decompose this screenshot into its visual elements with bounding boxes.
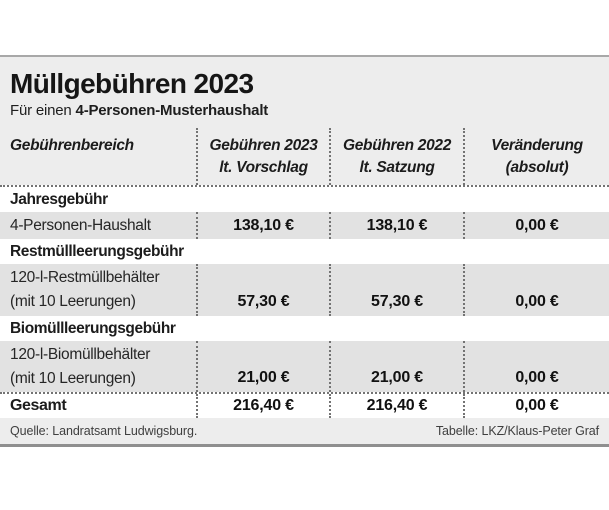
column-header-line2: (absolut) bbox=[505, 159, 569, 176]
row-label-line2: (mit 10 Leerungen) bbox=[10, 369, 136, 387]
value-change-cell: 0,00 € bbox=[463, 212, 609, 239]
section-row-jahresgebuehr: Jahresgebühr bbox=[0, 185, 609, 212]
section-row-biomuellleerungsgebuehr: Biomüllleerungsgebühr bbox=[0, 316, 609, 341]
data-row-biomuellbehaelter: 120-l-Biomüllbehälter (mit 10 Leerungen)… bbox=[0, 341, 609, 392]
row-label-line1: 120-l-Restmüllbehälter bbox=[10, 269, 160, 286]
section-label: Restmüllleerungsgebühr bbox=[0, 243, 196, 261]
data-row-restmuellbehaelter: 120-l-Restmüllbehälter (mit 10 Leerungen… bbox=[0, 264, 609, 316]
source-credit: Quelle: Landratsamt Ludwigsburg. bbox=[10, 424, 198, 438]
value-change: 0,00 € bbox=[515, 293, 559, 310]
value-2022: 138,10 € bbox=[366, 216, 428, 234]
value-2023-cell: 216,40 € bbox=[196, 394, 329, 418]
value-change: 0,00 € bbox=[515, 216, 559, 234]
value-2022-cell: 138,10 € bbox=[329, 212, 463, 239]
value-change: 0,00 € bbox=[515, 369, 559, 386]
value-2023-cell: 138,10 € bbox=[196, 212, 329, 239]
column-header-gebuehren-2022: Gebühren 2022 lt. Satzung bbox=[329, 128, 463, 185]
table-credit: Tabelle: LKZ/Klaus-Peter Graf bbox=[435, 424, 599, 438]
section-label: Jahresgebühr bbox=[0, 191, 196, 209]
total-value-2023: 216,40 € bbox=[233, 397, 294, 414]
column-header-line1: Gebühren 2023 bbox=[209, 137, 318, 154]
row-label: 120-l-Biomüllbehälter (mit 10 Leerungen) bbox=[0, 341, 196, 392]
column-header-line1: Gebühren 2022 bbox=[342, 137, 452, 154]
value-change-cell: 0,00 € bbox=[463, 264, 609, 316]
total-label-text: Gesamt bbox=[10, 397, 67, 414]
footer: Quelle: Landratsamt Ludwigsburg. Tabelle… bbox=[10, 424, 599, 438]
subtitle-prefix: Für einen bbox=[10, 102, 76, 119]
column-header-gebuehrenbereich: Gebührenbereich bbox=[0, 128, 196, 185]
section-label-text: Biomüllleerungsgebühr bbox=[10, 319, 176, 337]
value-change-cell: 0,00 € bbox=[463, 394, 609, 418]
value-2022: 21,00 € bbox=[371, 369, 423, 386]
row-label: 4-Personen-Haushalt bbox=[0, 212, 196, 239]
data-row-4-personen-haushalt: 4-Personen-Haushalt 138,10 € 138,10 € 0,… bbox=[0, 212, 609, 239]
total-row-gesamt: Gesamt 216,40 € 216,40 € 0,00 € bbox=[0, 392, 609, 418]
column-header-line1: Gebührenbereich bbox=[10, 137, 134, 154]
value-2022-cell: 57,30 € bbox=[329, 264, 463, 316]
row-label: 120-l-Restmüllbehälter (mit 10 Leerungen… bbox=[0, 264, 196, 316]
page-subtitle: Für einen 4-Personen-Musterhaushalt bbox=[10, 102, 268, 119]
table-header-row: Gebührenbereich Gebühren 2023 lt. Vorsch… bbox=[0, 128, 609, 185]
row-label-line1: 4-Personen-Haushalt bbox=[10, 216, 151, 234]
column-header-gebuehren-2023: Gebühren 2023 lt. Vorschlag bbox=[196, 128, 329, 185]
column-header-line1: Veränderung bbox=[491, 137, 583, 154]
fees-table: Gebührenbereich Gebühren 2023 lt. Vorsch… bbox=[0, 128, 609, 418]
value-2023: 21,00 € bbox=[237, 369, 290, 386]
value-2022: 57,30 € bbox=[371, 293, 423, 310]
value-2023-cell: 21,00 € bbox=[196, 341, 329, 392]
row-label-line1: 120-l-Biomüllbehälter bbox=[10, 345, 151, 363]
value-2023-cell: 57,30 € bbox=[196, 264, 329, 316]
total-value-change: 0,00 € bbox=[515, 397, 559, 414]
column-header-veraenderung: Veränderung (absolut) bbox=[463, 128, 609, 185]
subtitle-household: 4-Personen-Musterhaushalt bbox=[75, 102, 269, 119]
section-label-text: Restmüllleerungsgebühr bbox=[10, 242, 184, 260]
column-header-line2: lt. Satzung bbox=[359, 159, 435, 176]
value-2022-cell: 216,40 € bbox=[329, 394, 463, 418]
infographic-panel: Müllgebühren 2023 Für einen 4-Personen-M… bbox=[0, 55, 609, 447]
section-row-restmuellleerungsgebuehr: Restmüllleerungsgebühr bbox=[0, 239, 609, 264]
total-value-2022: 216,40 € bbox=[366, 397, 428, 414]
column-header-line2: lt. Vorschlag bbox=[219, 159, 308, 176]
value-2022-cell: 21,00 € bbox=[329, 341, 463, 392]
row-label-line2: (mit 10 Leerungen) bbox=[10, 293, 136, 310]
value-2023: 138,10 € bbox=[233, 216, 294, 234]
section-label-text: Jahresgebühr bbox=[10, 190, 108, 208]
page-title: Müllgebühren 2023 bbox=[10, 68, 254, 99]
total-label: Gesamt bbox=[0, 394, 196, 418]
section-label: Biomüllleerungsgebühr bbox=[0, 320, 196, 338]
value-change-cell: 0,00 € bbox=[463, 341, 609, 392]
value-2023: 57,30 € bbox=[237, 293, 290, 310]
